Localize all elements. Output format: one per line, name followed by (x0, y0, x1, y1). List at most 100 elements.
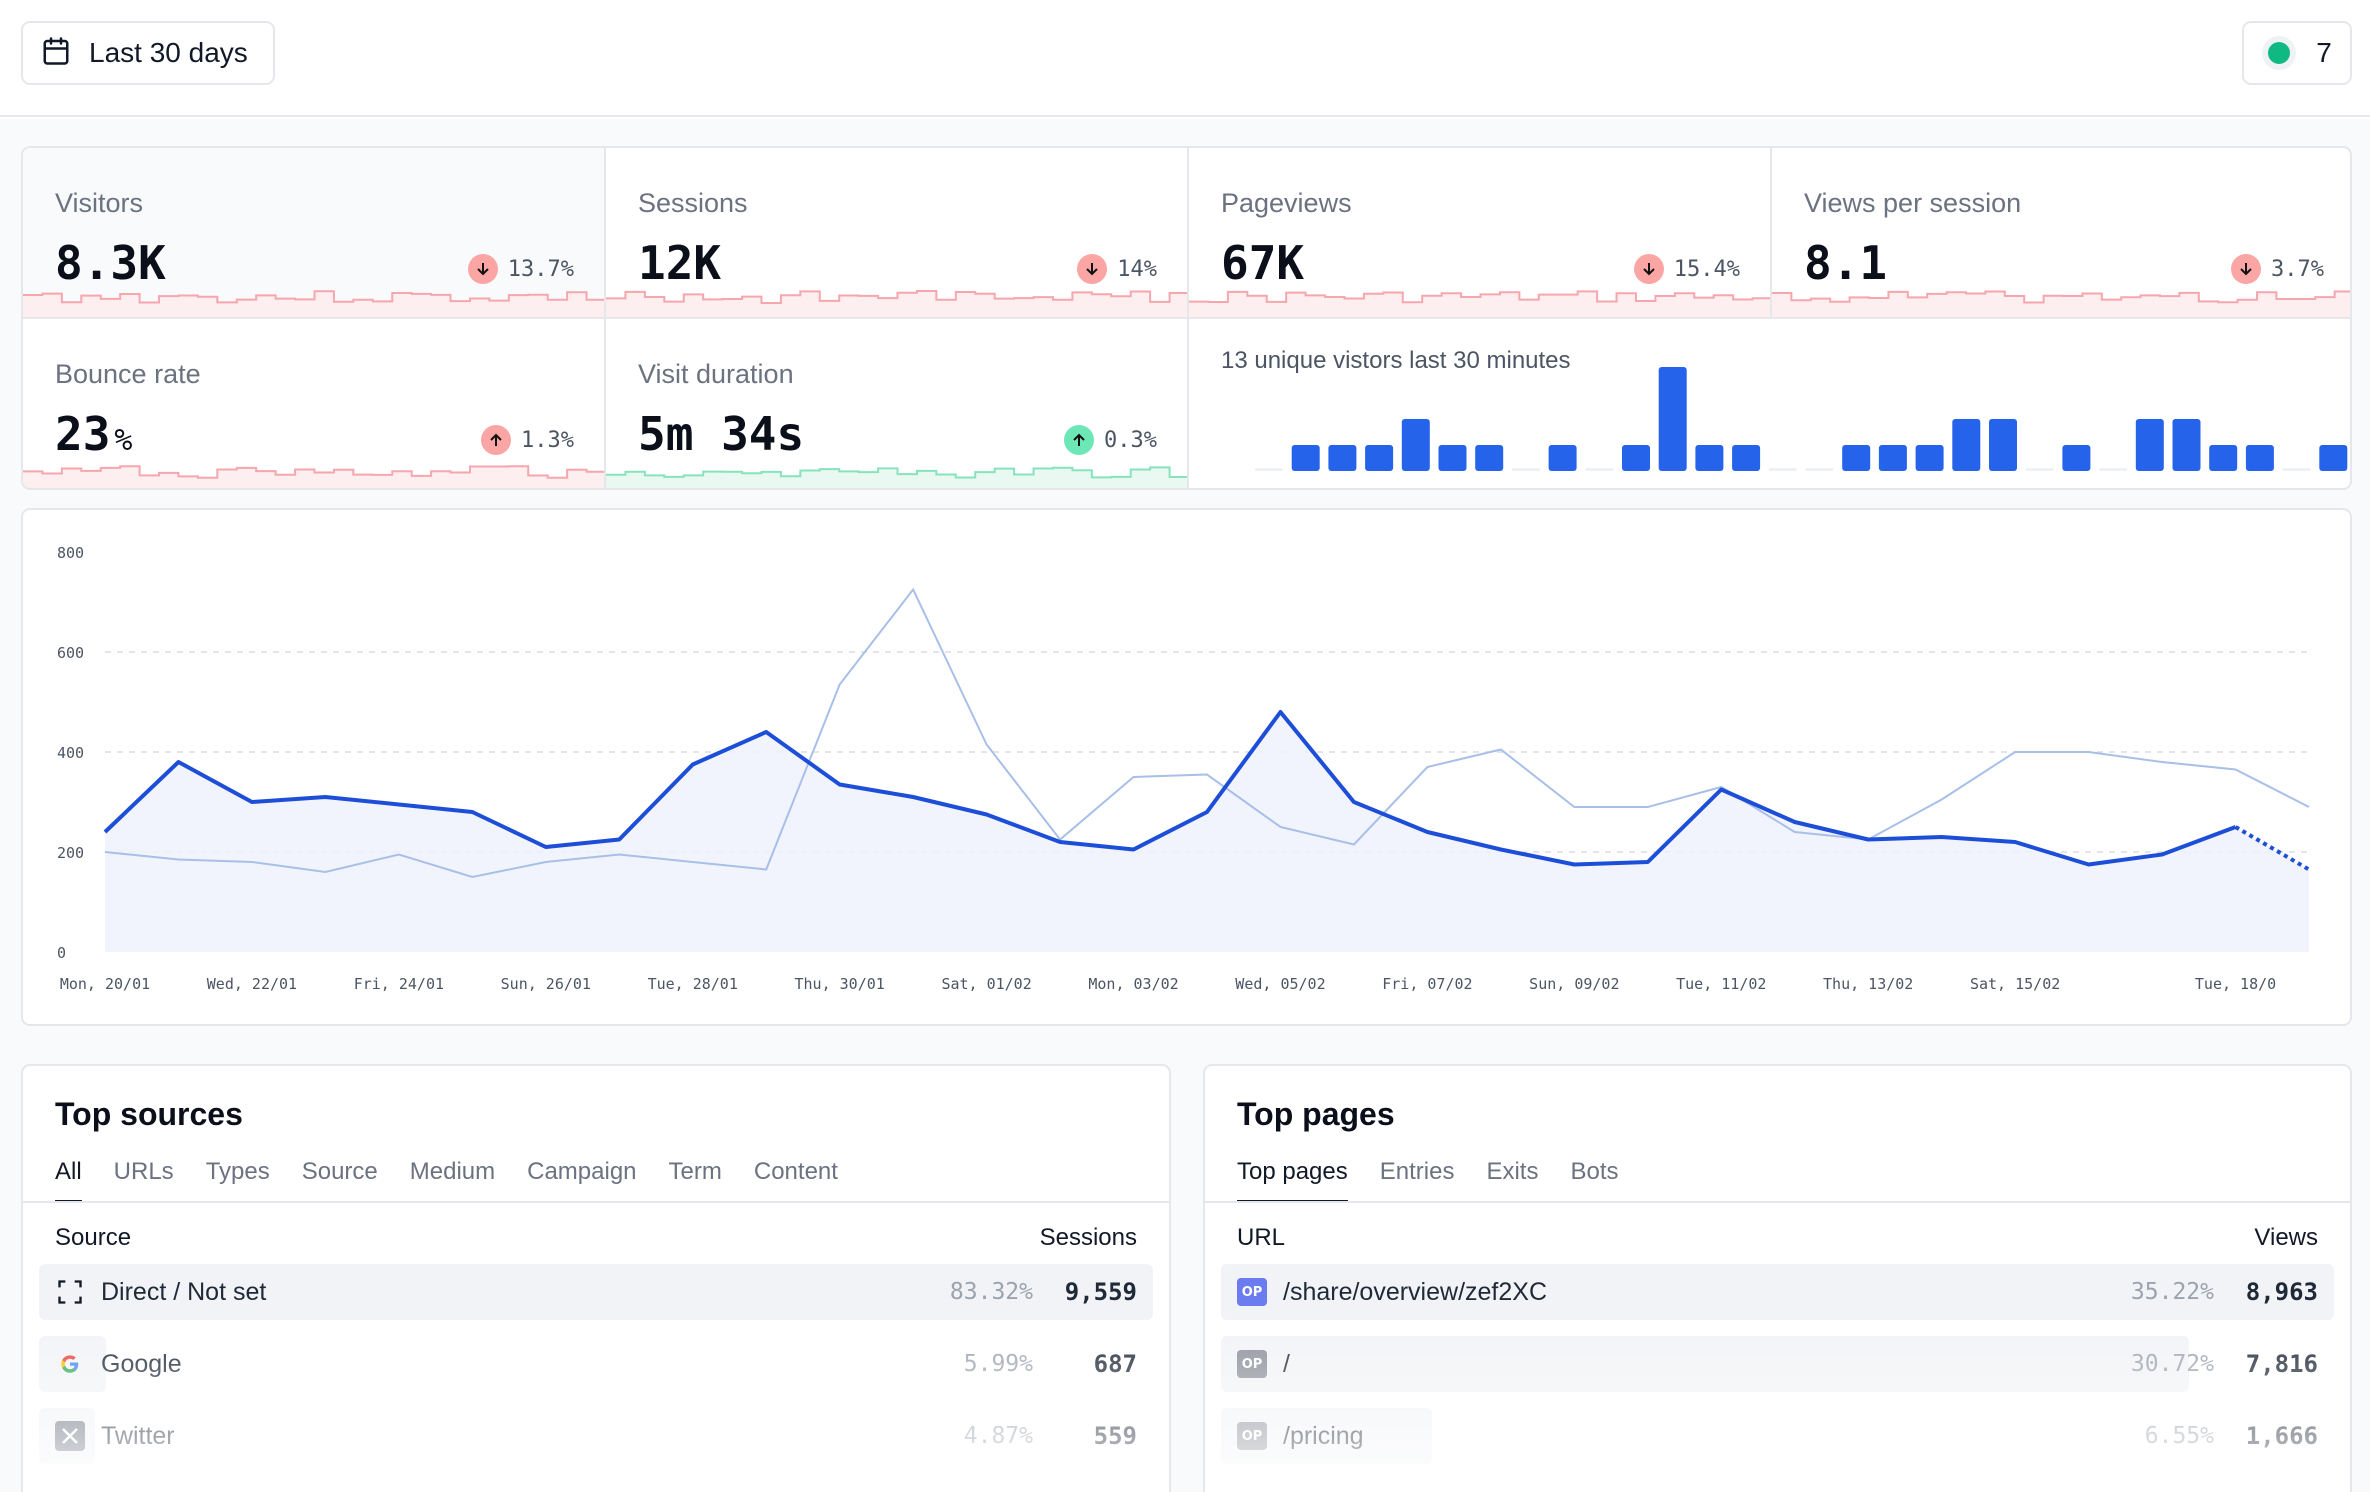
sources-tab-medium[interactable]: Medium (409, 1158, 496, 1185)
sparkline-line (606, 290, 1187, 304)
sparkline-line (606, 466, 1187, 479)
live-bar (2172, 419, 2201, 471)
live-bar (1878, 445, 1907, 471)
live-bar (1989, 419, 2017, 471)
x-tick-label: Tue, 18/0 (2195, 975, 2276, 993)
list-item-value: 1,666 (2245, 1422, 2318, 1450)
sources-tab-campaign[interactable]: Campaign (527, 1158, 637, 1185)
live-visitors-button[interactable]: 7 (2242, 21, 2352, 85)
top-pages-card: Top pages Top pages Entries Exits Bots URL … (1203, 1064, 2352, 1492)
stat-value: 8.1 (1804, 236, 1888, 290)
calendar-icon (41, 36, 71, 71)
list-item[interactable]: OP / 30.72% 7,816 (1221, 1336, 2334, 1392)
pages-tab-bots[interactable]: Bots (1570, 1158, 1619, 1185)
x-tick-label: Fri, 24/01 (354, 975, 444, 993)
sparkline-area (23, 466, 604, 488)
list-item-percent: 4.87% (963, 1423, 1033, 1449)
live-bar-empty (1585, 468, 1614, 471)
arrow-up-icon (481, 425, 512, 455)
x-tick-label: Wed, 22/01 (207, 975, 297, 993)
list-item-percent: 6.55% (2144, 1423, 2214, 1449)
stat-views-per-session[interactable]: Views per session 8.1 3.7% (1772, 148, 2350, 319)
x-tick-label: Fri, 07/02 (1382, 975, 1472, 993)
stat-title: Visit duration (638, 359, 794, 389)
y-tick-label: 800 (57, 544, 84, 562)
openpanel-icon: OP (1237, 1349, 1267, 1379)
sources-tab-all[interactable]: All (55, 1158, 82, 1203)
sources-tab-term[interactable]: Term (668, 1158, 722, 1185)
list-item[interactable]: OP/share/overview/zef2XC 35.22% 8,963 (1221, 1264, 2334, 1320)
x-tick-label: Thu, 30/01 (795, 975, 885, 993)
stat-visit-duration[interactable]: Visit duration 5m 34s 0.3% (606, 319, 1189, 488)
pages-tab-exits[interactable]: Exits (1486, 1158, 1539, 1185)
stat-change: 15.4% (1633, 254, 1740, 284)
stat-bounce-rate[interactable]: Bounce rate 23% 1.3% (23, 319, 606, 488)
live-bar (1732, 445, 1761, 471)
sparkline-line (23, 290, 604, 304)
top-bar: Last 30 days 7 (0, 0, 2370, 117)
stat-title: Views per session (1804, 188, 2022, 218)
list-item-percent: 30.72% (2130, 1351, 2214, 1377)
x-tick-label: Tue, 28/01 (648, 975, 738, 993)
list-item-percent: 5.99% (963, 1351, 1033, 1377)
sources-tab-content[interactable]: Content (753, 1158, 838, 1185)
twitter-x-icon (55, 1421, 85, 1451)
list-item-label: /share/overview/zef2XC (1283, 1277, 1548, 1306)
stat-sparkline (23, 465, 604, 488)
stat-pageviews[interactable]: Pageviews 67K 15.4% (1189, 148, 1772, 319)
live-bar-empty (1511, 468, 1540, 471)
live-bar (1952, 419, 1981, 471)
x-tick-label: Sun, 09/02 (1529, 975, 1619, 993)
pages-tab-entries[interactable]: Entries (1379, 1158, 1455, 1185)
live-bar (1438, 445, 1467, 471)
live-visitor-count: 7 (2316, 37, 2332, 68)
sources-tab-source[interactable]: Source (301, 1158, 378, 1185)
live-bar (1475, 445, 1504, 471)
arrow-down-icon (2231, 254, 2262, 284)
sparkline-line (1772, 290, 2350, 304)
sources-tab-urls[interactable]: URLs (113, 1158, 174, 1185)
list-item-label: /pricing (1283, 1421, 1364, 1450)
traffic-chart: 0 200 400 600 800 Mon, 20/01 Wed, 22/01 Fri, 24… (21, 508, 2352, 1026)
x-tick-label: Tue, 11/02 (1676, 975, 1766, 993)
live-bar (1401, 419, 1430, 471)
top-pages-tabs: Top pages Entries Exits Bots (1237, 1158, 1619, 1203)
stat-sessions[interactable]: Sessions 12K 14% (606, 148, 1189, 319)
pages-tab-top-pages[interactable]: Top pages (1237, 1158, 1348, 1203)
list-item-label: Direct / Not set (101, 1277, 267, 1306)
x-tick-label: Sat, 15/02 (1970, 975, 2060, 993)
stat-value: 67K (1221, 236, 1305, 290)
series-line-previous (104, 587, 2310, 879)
stat-visitors[interactable]: Visitors 8.3K 13.7% (23, 148, 606, 319)
live-indicator-icon (2262, 36, 2297, 70)
series-area (105, 712, 2309, 952)
list-item[interactable]: OP/pricing 6.55% 1,666 (1221, 1408, 2334, 1464)
x-tick-label: Sat, 01/02 (941, 975, 1031, 993)
share-bar (39, 1264, 1153, 1320)
list-item-label: Google (101, 1349, 182, 1378)
top-sources-title: Top sources (55, 1096, 243, 1132)
arrow-up-icon (1064, 425, 1095, 455)
stat-sparkline (1772, 290, 2350, 317)
divider (1205, 1201, 2350, 1203)
top-sources-tabs: All URLs Types Source Medium Campaign Term Cont… (55, 1158, 838, 1203)
stat-value: 5m 34s (638, 407, 805, 461)
stat-value: 8.3K (55, 236, 166, 290)
live-bar (1695, 445, 1724, 471)
stat-title: Visitors (55, 188, 144, 218)
date-range-button[interactable]: Last 30 days (21, 21, 275, 85)
live-bar (1622, 445, 1650, 471)
sources-tab-types[interactable]: Types (205, 1158, 270, 1185)
list-item-label: Twitter (101, 1421, 175, 1450)
live-bar-empty (2099, 468, 2128, 471)
list-item[interactable]: Google 5.99% 687 (39, 1336, 1153, 1392)
list-item[interactable]: Direct / Not set 83.32% 9,559 (39, 1264, 1153, 1320)
list-item-value: 7,816 (2245, 1350, 2318, 1378)
list-item[interactable]: Twitter 4.87% 559 (39, 1408, 1153, 1464)
live-bar-empty (2282, 468, 2311, 471)
google-icon (55, 1349, 85, 1379)
column-header-sessions: Sessions (1039, 1224, 1137, 1251)
arrow-down-icon (467, 254, 498, 284)
live-visitors-bars (1255, 367, 2348, 471)
stat-change: 1.3% (481, 425, 574, 455)
